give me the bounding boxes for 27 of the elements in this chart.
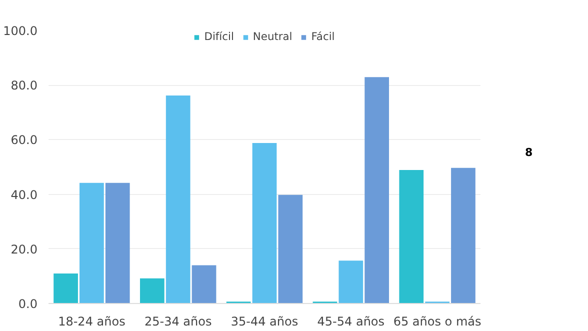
legend-label: Difícil: [204, 30, 234, 43]
legend-label: Fácil: [311, 30, 335, 43]
bar: [166, 95, 190, 304]
legend-label: Neutral: [252, 30, 292, 43]
y-tick-label: 100.0: [3, 24, 38, 38]
bar: [105, 182, 130, 304]
x-tick-label: 65 años o más: [393, 314, 482, 328]
bar: [140, 278, 164, 304]
y-tick-label: 60.0: [10, 133, 38, 148]
bar: [252, 142, 277, 304]
y-tick-label: 80.0: [10, 78, 38, 93]
y-tick-label: 0.0: [18, 297, 38, 311]
x-tick-label: 18-24 años: [58, 314, 126, 328]
x-tick-label: 45-54 años: [317, 314, 385, 328]
bar: [278, 194, 303, 304]
text: 8: [525, 145, 533, 161]
bar: [192, 265, 216, 304]
bar: [54, 273, 78, 304]
x-tick-label: 35-44 años: [230, 314, 298, 328]
y-tick-label: 20.0: [10, 242, 38, 256]
bar: [364, 77, 389, 304]
x-tick-label: 25-34 años: [144, 314, 212, 328]
bar: [80, 182, 104, 304]
bar: [338, 260, 364, 304]
bar: [399, 170, 424, 304]
y-tick-label: 40.0: [10, 188, 38, 202]
bar: [451, 168, 476, 304]
